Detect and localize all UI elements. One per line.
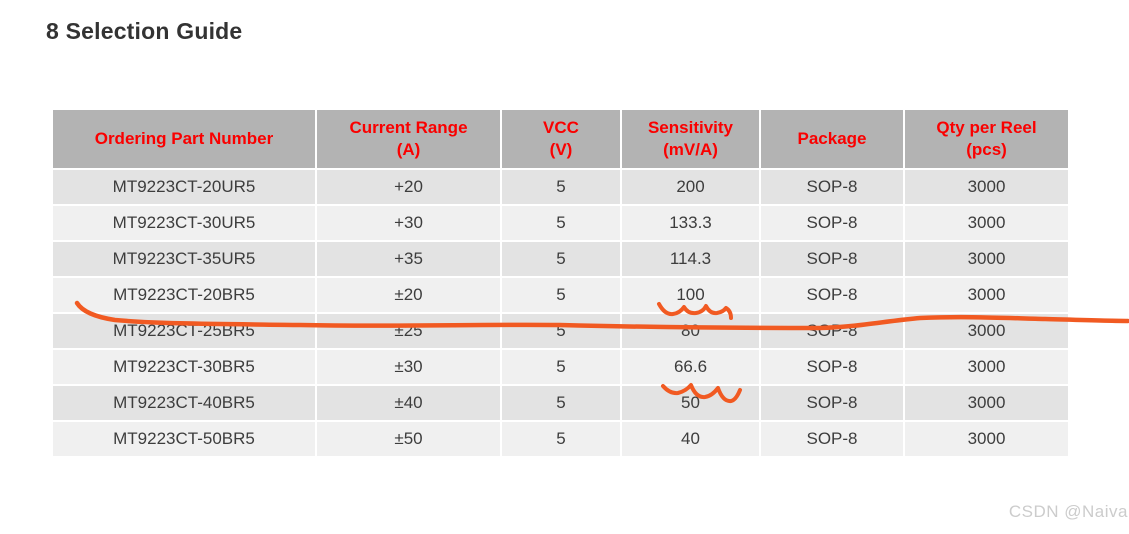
- table-cell: ±40: [315, 384, 502, 422]
- table-cell: 3000: [903, 240, 1070, 278]
- table-header: Ordering Part Number Current Range (A) VCC…: [51, 108, 1070, 170]
- table-cell: ±25: [315, 312, 502, 350]
- table-cell: SOP-8: [759, 312, 905, 350]
- table-cell: 66.6: [620, 348, 761, 386]
- table-cell: MT9223CT-20UR5: [51, 168, 317, 206]
- table-cell: 100: [620, 276, 761, 314]
- table-cell: MT9223CT-40BR5: [51, 384, 317, 422]
- table-row: MT9223CT-40BR5 ±40 5 50 SOP-8 3000: [51, 384, 1070, 422]
- table-cell: MT9223CT-30BR5: [51, 348, 317, 386]
- table-cell: 40: [620, 420, 761, 458]
- watermark: CSDN @Naiva: [1008, 502, 1128, 521]
- table-cell: ±30: [315, 348, 502, 386]
- table-cell: 5: [500, 420, 622, 458]
- table-body: MT9223CT-20UR5 +20 5 200 SOP-8 3000 MT9223CT-3…: [51, 168, 1070, 458]
- table-cell: +30: [315, 204, 502, 242]
- column-header: Qty per Reel (pcs): [903, 108, 1070, 170]
- table-cell: 5: [500, 384, 622, 422]
- table-cell: 5: [500, 276, 622, 314]
- table-cell: 5: [500, 348, 622, 386]
- table-row: MT9223CT-50BR5 ±50 5 40 SOP-8 3000: [51, 420, 1070, 458]
- table-cell: 200: [620, 168, 761, 206]
- table-cell: 133.3: [620, 204, 761, 242]
- table-cell: ±50: [315, 420, 502, 458]
- table-row: MT9223CT-35UR5 +35 5 114.3 SOP-8 3000: [51, 240, 1070, 278]
- table-row: MT9223CT-20UR5 +20 5 200 SOP-8 3000: [51, 168, 1070, 206]
- table-cell: SOP-8: [759, 348, 905, 386]
- table-cell: SOP-8: [759, 420, 905, 458]
- table-row: MT9223CT-25BR5 ±25 5 80 SOP-8 3000: [51, 312, 1070, 350]
- table-cell: 80: [620, 312, 761, 350]
- selection-guide-table-wrap: Ordering Part Number Current Range (A) VCC…: [51, 108, 1070, 458]
- table-cell: SOP-8: [759, 204, 905, 242]
- page-title: 8 Selection Guide: [46, 18, 243, 44]
- table-row: MT9223CT-20BR5 ±20 5 100 SOP-8 3000: [51, 276, 1070, 314]
- table-cell: SOP-8: [759, 384, 905, 422]
- column-header: Package: [759, 108, 905, 170]
- table-cell: MT9223CT-25BR5: [51, 312, 317, 350]
- table-cell: 3000: [903, 384, 1070, 422]
- table-cell: 3000: [903, 204, 1070, 242]
- column-header: Sensitivity (mV/A): [620, 108, 761, 170]
- table-cell: MT9223CT-35UR5: [51, 240, 317, 278]
- table-row: MT9223CT-30BR5 ±30 5 66.6 SOP-8 3000: [51, 348, 1070, 386]
- column-header: VCC (V): [500, 108, 622, 170]
- table-cell: 5: [500, 168, 622, 206]
- table-cell: 50: [620, 384, 761, 422]
- table-cell: SOP-8: [759, 168, 905, 206]
- table-cell: SOP-8: [759, 240, 905, 278]
- table-cell: 3000: [903, 276, 1070, 314]
- table-cell: +35: [315, 240, 502, 278]
- table-cell: MT9223CT-20BR5: [51, 276, 317, 314]
- selection-guide-table: Ordering Part Number Current Range (A) VCC…: [51, 108, 1070, 458]
- column-header: Ordering Part Number: [51, 108, 317, 170]
- table-cell: 3000: [903, 348, 1070, 386]
- table-cell: +20: [315, 168, 502, 206]
- table-cell: SOP-8: [759, 276, 905, 314]
- table-cell: MT9223CT-30UR5: [51, 204, 317, 242]
- table-row: MT9223CT-30UR5 +30 5 133.3 SOP-8 3000: [51, 204, 1070, 242]
- table-cell: ±20: [315, 276, 502, 314]
- table-cell: 3000: [903, 420, 1070, 458]
- table-cell: 5: [500, 240, 622, 278]
- table-cell: 5: [500, 312, 622, 350]
- column-header: Current Range (A): [315, 108, 502, 170]
- header-row: Ordering Part Number Current Range (A) VCC…: [51, 108, 1070, 170]
- table-cell: 3000: [903, 312, 1070, 350]
- table-cell: 3000: [903, 168, 1070, 206]
- table-cell: 5: [500, 204, 622, 242]
- table-cell: 114.3: [620, 240, 761, 278]
- table-cell: MT9223CT-50BR5: [51, 420, 317, 458]
